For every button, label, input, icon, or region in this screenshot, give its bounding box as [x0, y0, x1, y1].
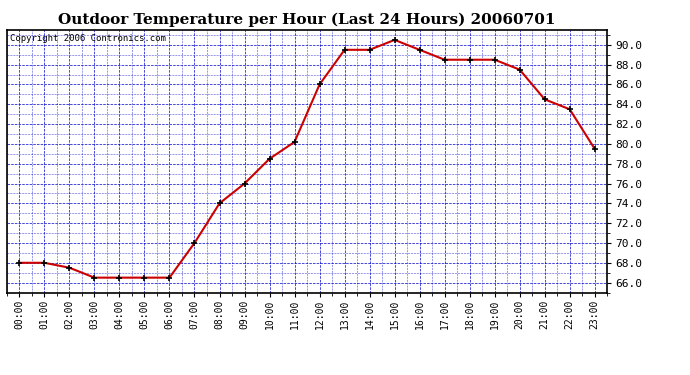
Text: Copyright 2006 Contronics.com: Copyright 2006 Contronics.com [10, 34, 166, 43]
Title: Outdoor Temperature per Hour (Last 24 Hours) 20060701: Outdoor Temperature per Hour (Last 24 Ho… [58, 13, 556, 27]
